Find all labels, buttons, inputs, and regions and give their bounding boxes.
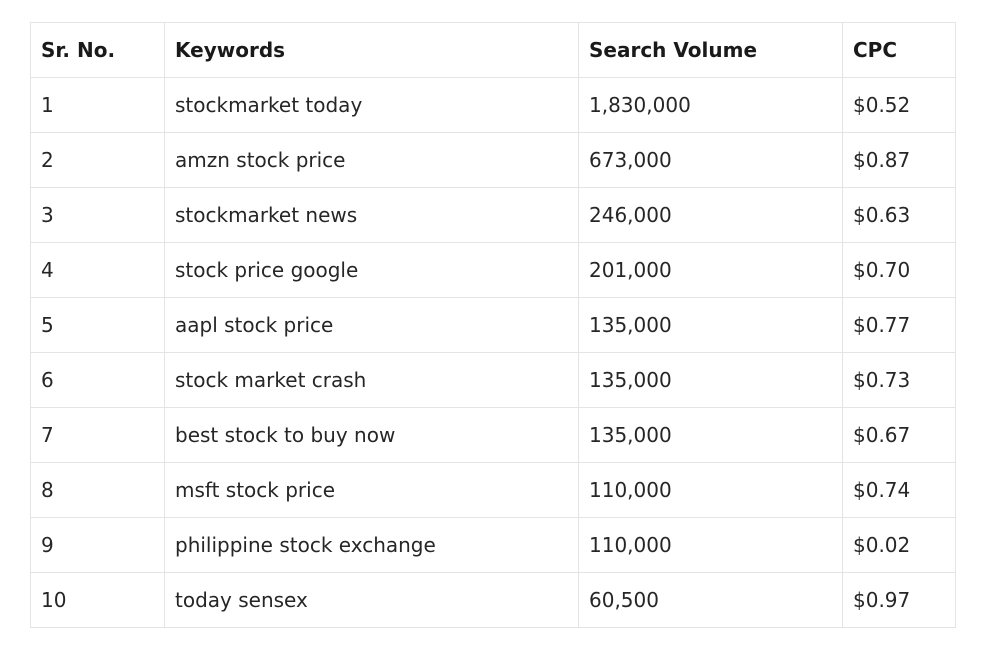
cell-sr-no: 6 — [30, 352, 165, 408]
cell-sr-no: 7 — [30, 407, 165, 463]
cell-search-volume: 201,000 — [578, 242, 843, 298]
cell-search-volume: 135,000 — [578, 297, 843, 353]
cell-search-volume: 110,000 — [578, 462, 843, 518]
header-row: Sr. No. Keywords Search Volume CPC — [30, 22, 956, 78]
table-row: 4 stock price google 201,000 $0.70 — [30, 242, 956, 298]
header-cpc: CPC — [842, 22, 956, 78]
cell-sr-no: 10 — [30, 572, 165, 628]
cell-keyword: best stock to buy now — [164, 407, 579, 463]
cell-search-volume: 135,000 — [578, 352, 843, 408]
cell-keyword: msft stock price — [164, 462, 579, 518]
cell-cpc: $0.67 — [842, 407, 956, 463]
cell-search-volume: 246,000 — [578, 187, 843, 243]
cell-keyword: stockmarket today — [164, 77, 579, 133]
cell-sr-no: 3 — [30, 187, 165, 243]
table-row: 5 aapl stock price 135,000 $0.77 — [30, 297, 956, 353]
table-row: 10 today sensex 60,500 $0.97 — [30, 572, 956, 628]
keyword-table-container: Sr. No. Keywords Search Volume CPC 1 sto… — [30, 22, 956, 628]
cell-cpc: $0.74 — [842, 462, 956, 518]
table-row: 8 msft stock price 110,000 $0.74 — [30, 462, 956, 518]
cell-sr-no: 8 — [30, 462, 165, 518]
cell-search-volume: 60,500 — [578, 572, 843, 628]
cell-keyword: amzn stock price — [164, 132, 579, 188]
cell-cpc: $0.02 — [842, 517, 956, 573]
table-body: 1 stockmarket today 1,830,000 $0.52 2 am… — [30, 77, 956, 628]
table-row: 7 best stock to buy now 135,000 $0.67 — [30, 407, 956, 463]
keyword-table: Sr. No. Keywords Search Volume CPC 1 sto… — [30, 22, 956, 628]
table-header: Sr. No. Keywords Search Volume CPC — [30, 22, 956, 78]
header-keywords: Keywords — [164, 22, 579, 78]
header-search-volume: Search Volume — [578, 22, 843, 78]
cell-sr-no: 2 — [30, 132, 165, 188]
header-sr-no: Sr. No. — [30, 22, 165, 78]
table-row: 3 stockmarket news 246,000 $0.63 — [30, 187, 956, 243]
cell-search-volume: 135,000 — [578, 407, 843, 463]
cell-cpc: $0.87 — [842, 132, 956, 188]
cell-search-volume: 110,000 — [578, 517, 843, 573]
cell-keyword: today sensex — [164, 572, 579, 628]
cell-cpc: $0.97 — [842, 572, 956, 628]
cell-sr-no: 4 — [30, 242, 165, 298]
cell-cpc: $0.63 — [842, 187, 956, 243]
cell-sr-no: 9 — [30, 517, 165, 573]
cell-keyword: philippine stock exchange — [164, 517, 579, 573]
cell-cpc: $0.73 — [842, 352, 956, 408]
cell-search-volume: 1,830,000 — [578, 77, 843, 133]
table-row: 9 philippine stock exchange 110,000 $0.0… — [30, 517, 956, 573]
cell-keyword: stockmarket news — [164, 187, 579, 243]
cell-keyword: aapl stock price — [164, 297, 579, 353]
cell-keyword: stock market crash — [164, 352, 579, 408]
cell-search-volume: 673,000 — [578, 132, 843, 188]
cell-sr-no: 5 — [30, 297, 165, 353]
cell-cpc: $0.70 — [842, 242, 956, 298]
cell-cpc: $0.52 — [842, 77, 956, 133]
cell-cpc: $0.77 — [842, 297, 956, 353]
table-row: 1 stockmarket today 1,830,000 $0.52 — [30, 77, 956, 133]
table-row: 6 stock market crash 135,000 $0.73 — [30, 352, 956, 408]
table-row: 2 amzn stock price 673,000 $0.87 — [30, 132, 956, 188]
cell-sr-no: 1 — [30, 77, 165, 133]
cell-keyword: stock price google — [164, 242, 579, 298]
